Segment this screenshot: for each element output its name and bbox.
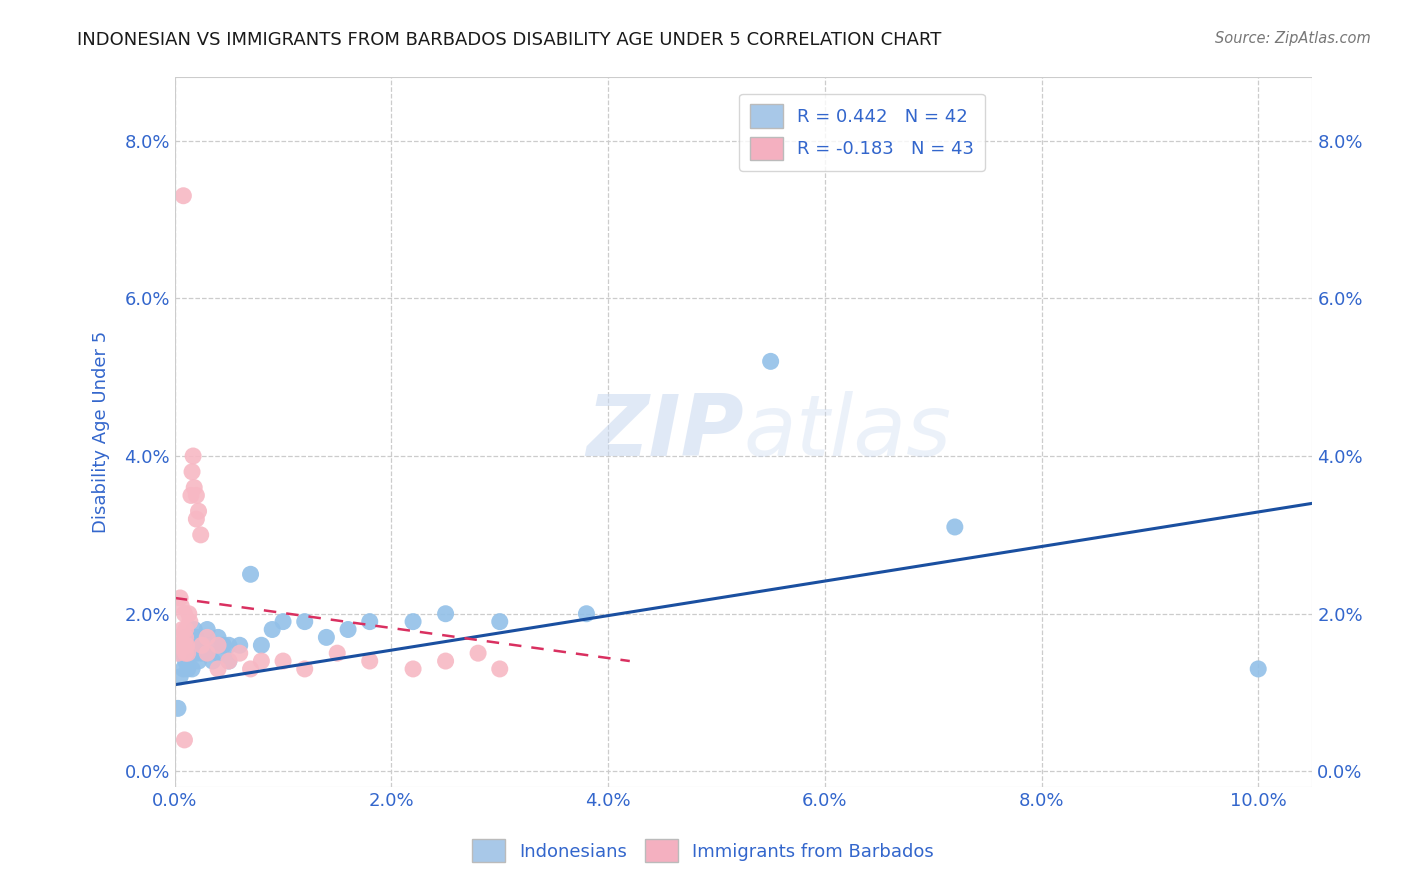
Point	[759, 354, 782, 368]
Point	[186, 646, 208, 660]
Point	[177, 646, 200, 660]
Point	[172, 638, 194, 652]
Point	[186, 631, 208, 645]
Point	[167, 631, 190, 645]
Text: atlas: atlas	[744, 391, 952, 474]
Point	[186, 512, 208, 526]
Point	[174, 638, 197, 652]
Point	[195, 631, 218, 645]
Point	[181, 662, 204, 676]
Point	[207, 646, 229, 660]
Point	[271, 654, 294, 668]
Point	[218, 654, 240, 668]
Legend: Indonesians, Immigrants from Barbados: Indonesians, Immigrants from Barbados	[465, 832, 941, 870]
Point	[467, 646, 489, 660]
Point	[207, 638, 229, 652]
Point	[228, 638, 250, 652]
Point	[177, 638, 200, 652]
Point	[177, 662, 200, 676]
Point	[167, 701, 190, 715]
Point	[326, 646, 349, 660]
Point	[174, 654, 197, 668]
Point	[218, 638, 240, 652]
Point	[191, 638, 214, 652]
Point	[943, 520, 966, 534]
Point	[294, 662, 316, 676]
Point	[337, 623, 360, 637]
Point	[250, 654, 273, 668]
Point	[575, 607, 598, 621]
Point	[434, 654, 457, 668]
Point	[167, 646, 190, 660]
Point	[176, 638, 198, 652]
Point	[172, 623, 194, 637]
Point	[177, 607, 200, 621]
Point	[262, 623, 284, 637]
Point	[207, 662, 229, 676]
Point	[488, 615, 510, 629]
Point	[187, 504, 209, 518]
Point	[212, 638, 235, 652]
Point	[271, 615, 294, 629]
Point	[174, 623, 197, 637]
Point	[174, 631, 197, 645]
Point	[180, 646, 202, 660]
Point	[190, 528, 212, 542]
Text: INDONESIAN VS IMMIGRANTS FROM BARBADOS DISABILITY AGE UNDER 5 CORRELATION CHART: INDONESIAN VS IMMIGRANTS FROM BARBADOS D…	[77, 31, 942, 49]
Point	[195, 646, 218, 660]
Point	[294, 615, 316, 629]
Point	[228, 646, 250, 660]
Point	[359, 654, 381, 668]
Point	[179, 615, 201, 629]
Point	[488, 662, 510, 676]
Point	[188, 638, 211, 652]
Point	[402, 662, 425, 676]
Point	[187, 654, 209, 668]
Point	[198, 638, 221, 652]
Point	[186, 488, 208, 502]
Point	[181, 449, 204, 463]
Point	[173, 733, 195, 747]
Point	[172, 188, 194, 202]
Point	[169, 670, 191, 684]
Y-axis label: Disability Age Under 5: Disability Age Under 5	[93, 331, 110, 533]
Point	[402, 615, 425, 629]
Point	[166, 638, 188, 652]
Point	[172, 646, 194, 660]
Point	[170, 599, 193, 613]
Point	[1247, 662, 1270, 676]
Point	[183, 481, 205, 495]
Point	[315, 631, 337, 645]
Point	[218, 654, 240, 668]
Point	[250, 638, 273, 652]
Point	[239, 662, 262, 676]
Point	[174, 646, 197, 660]
Point	[172, 662, 194, 676]
Point	[195, 623, 218, 637]
Point	[239, 567, 262, 582]
Point	[169, 591, 191, 605]
Point	[195, 646, 218, 660]
Point	[181, 465, 204, 479]
Point	[434, 607, 457, 621]
Point	[173, 607, 195, 621]
Point	[174, 638, 197, 652]
Point	[191, 646, 214, 660]
Text: ZIP: ZIP	[586, 391, 744, 474]
Text: Source: ZipAtlas.com: Source: ZipAtlas.com	[1215, 31, 1371, 46]
Legend: R = 0.442   N = 42, R = -0.183   N = 43: R = 0.442 N = 42, R = -0.183 N = 43	[740, 94, 984, 170]
Point	[174, 631, 197, 645]
Point	[180, 488, 202, 502]
Point	[201, 654, 224, 668]
Point	[207, 631, 229, 645]
Point	[359, 615, 381, 629]
Point	[183, 623, 205, 637]
